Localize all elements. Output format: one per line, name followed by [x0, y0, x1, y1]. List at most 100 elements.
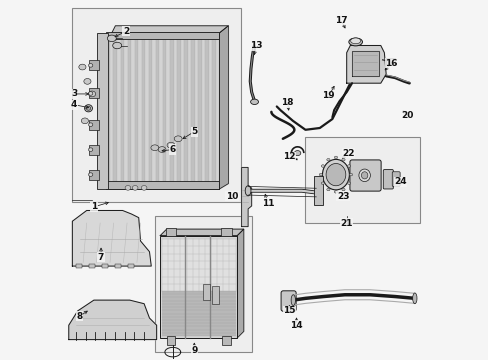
Bar: [72, 8, 241, 202]
Text: 22: 22: [342, 149, 354, 158]
Polygon shape: [351, 51, 378, 76]
Ellipse shape: [290, 295, 295, 306]
Ellipse shape: [83, 78, 91, 84]
Bar: [180, 40, 183, 183]
FancyBboxPatch shape: [349, 160, 380, 191]
Ellipse shape: [334, 156, 337, 159]
Text: 9: 9: [191, 346, 197, 355]
Bar: [198, 40, 202, 183]
Polygon shape: [112, 26, 228, 33]
Ellipse shape: [321, 182, 324, 184]
Bar: [127, 40, 131, 183]
Bar: [106, 32, 219, 40]
Bar: [88, 170, 99, 180]
Bar: [162, 239, 235, 292]
Bar: [166, 40, 170, 183]
Bar: [113, 40, 117, 183]
Bar: [191, 40, 194, 183]
Text: 5: 5: [191, 127, 197, 136]
Ellipse shape: [125, 185, 131, 190]
Polygon shape: [160, 229, 244, 235]
Bar: [102, 264, 108, 268]
Bar: [138, 40, 142, 183]
Bar: [187, 40, 191, 183]
Text: 12: 12: [283, 152, 295, 161]
Bar: [88, 120, 99, 130]
Ellipse shape: [294, 150, 300, 156]
Bar: [203, 284, 209, 300]
Ellipse shape: [141, 185, 147, 190]
Bar: [88, 60, 99, 71]
Bar: [163, 40, 166, 183]
Ellipse shape: [84, 105, 92, 112]
Text: 19: 19: [322, 91, 334, 100]
Ellipse shape: [326, 188, 329, 191]
Bar: [208, 40, 212, 183]
Ellipse shape: [412, 293, 416, 304]
Bar: [160, 235, 237, 338]
Polygon shape: [219, 26, 228, 189]
Bar: [305, 137, 419, 223]
Bar: [117, 40, 121, 183]
Ellipse shape: [167, 142, 175, 148]
Ellipse shape: [350, 38, 360, 44]
Ellipse shape: [326, 158, 329, 161]
Ellipse shape: [348, 38, 362, 46]
Text: 17: 17: [334, 16, 347, 25]
Bar: [202, 40, 205, 183]
Polygon shape: [346, 45, 386, 83]
Bar: [106, 181, 219, 189]
Text: 6: 6: [169, 145, 176, 154]
Text: 24: 24: [393, 177, 406, 186]
Ellipse shape: [132, 185, 138, 190]
Ellipse shape: [81, 118, 88, 124]
Text: 16: 16: [385, 59, 397, 68]
Bar: [88, 145, 99, 155]
Ellipse shape: [88, 92, 93, 95]
Ellipse shape: [174, 136, 182, 141]
Bar: [89, 264, 95, 268]
Text: 11: 11: [261, 199, 273, 208]
Bar: [134, 40, 138, 183]
Text: 23: 23: [336, 192, 348, 201]
Ellipse shape: [112, 42, 122, 49]
Ellipse shape: [86, 106, 90, 110]
Bar: [194, 40, 198, 183]
Bar: [205, 40, 208, 183]
Ellipse shape: [79, 64, 86, 70]
Bar: [215, 40, 219, 183]
Bar: [170, 40, 173, 183]
Bar: [106, 40, 110, 183]
Ellipse shape: [361, 172, 367, 179]
Bar: [131, 40, 134, 183]
Bar: [106, 33, 219, 189]
Bar: [183, 40, 187, 183]
Ellipse shape: [346, 182, 350, 184]
Bar: [155, 216, 251, 352]
Text: 7: 7: [98, 253, 104, 262]
Ellipse shape: [88, 173, 93, 176]
FancyBboxPatch shape: [281, 291, 296, 311]
Bar: [212, 40, 215, 183]
Ellipse shape: [341, 158, 345, 161]
Bar: [115, 264, 121, 268]
Bar: [177, 40, 180, 183]
Ellipse shape: [341, 188, 345, 191]
Bar: [145, 40, 148, 183]
Bar: [165, 228, 176, 235]
Bar: [173, 40, 177, 183]
Bar: [156, 40, 159, 183]
FancyBboxPatch shape: [391, 172, 399, 186]
Bar: [166, 336, 175, 345]
Text: 18: 18: [281, 98, 293, 107]
Text: 14: 14: [289, 321, 302, 330]
Text: 8: 8: [76, 312, 82, 321]
Ellipse shape: [244, 186, 250, 196]
Text: 15: 15: [283, 306, 295, 315]
Ellipse shape: [358, 169, 369, 181]
Bar: [142, 40, 145, 183]
Bar: [121, 40, 124, 183]
Ellipse shape: [250, 99, 258, 104]
Bar: [76, 264, 82, 268]
Bar: [124, 40, 127, 183]
